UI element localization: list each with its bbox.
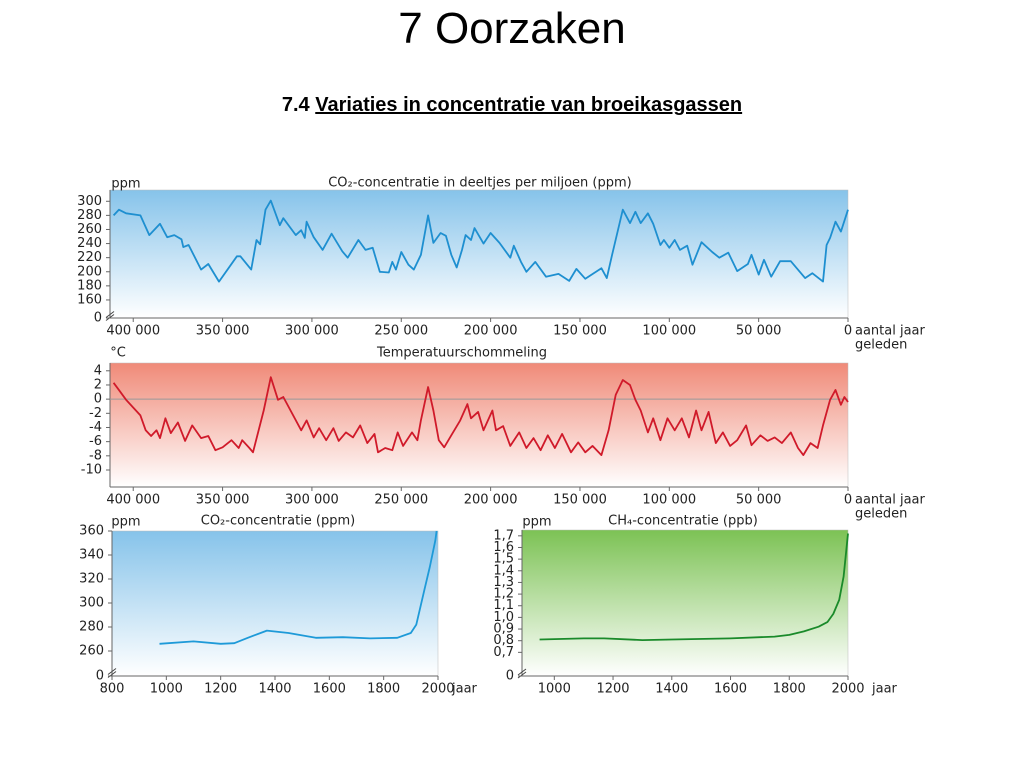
y-tick-label: 1,2 (493, 587, 514, 602)
x-tick-label: 200 000 (464, 324, 518, 339)
y-tick-label: 0,9 (493, 622, 514, 637)
subtitle: 7.4 Variaties in concentratie van broeik… (0, 94, 1024, 117)
x-tick-label: 1000 (150, 682, 183, 697)
y-tick-label: 1,4 (493, 563, 514, 578)
x-tick-label: 1400 (258, 682, 291, 697)
data-line (539, 533, 849, 641)
x-axis-label: jaar (871, 682, 898, 697)
x-axis-label: aantal jaar (855, 493, 926, 508)
slide-title: 7 Oorzaken (398, 4, 626, 53)
y-tick-label: 1,6 (493, 540, 514, 555)
plot-background (109, 362, 849, 488)
x-axis-label: aantal jaar (855, 324, 926, 339)
x-tick-label: 100 000 (642, 493, 696, 508)
y-unit-label: ppm (111, 177, 140, 192)
chart-title: CO₂-concentratie (ppm) (201, 514, 356, 529)
chart-title: CO₂-concentratie in deeltjes per miljoen… (328, 176, 632, 191)
x-tick-label: 0 (844, 324, 852, 339)
y-tick-label: 1,1 (493, 598, 514, 613)
y-tick-label: 160 (77, 292, 102, 307)
x-tick-label: 200 000 (464, 493, 518, 508)
y-tick-label: -2 (89, 406, 102, 421)
x-axis-label: geleden (855, 507, 907, 522)
y-tick-label: 0,7 (493, 645, 514, 660)
y-tick-label: 0 (96, 669, 104, 684)
x-tick-label: 1000 (538, 682, 571, 697)
x-tick-label: 1800 (773, 682, 806, 697)
y-tick-label: 300 (77, 194, 102, 209)
y-tick-label: 1,0 (493, 610, 514, 625)
x-tick-label: 300 000 (285, 324, 339, 339)
y-tick-label: 340 (79, 548, 104, 563)
x-tick-label: 150 000 (553, 493, 607, 508)
section-number: 7.4 (281, 94, 310, 116)
y-tick-label: 360 (79, 524, 104, 539)
x-tick-label: 1600 (714, 682, 747, 697)
y-tick-label: 180 (77, 278, 102, 293)
data-line (112, 376, 849, 456)
y-tick-label: 4 (94, 363, 102, 378)
y-tick-label: -10 (81, 462, 102, 477)
x-axis-label: geleden (855, 338, 907, 353)
y-tick-label: 220 (77, 250, 102, 265)
y-tick-label: 0 (506, 669, 514, 684)
x-tick-label: 800 (100, 682, 125, 697)
x-tick-label: 1200 (596, 682, 629, 697)
x-tick-label: 100 000 (642, 324, 696, 339)
y-tick-label: 240 (77, 236, 102, 251)
y-tick-label: 320 (79, 572, 104, 587)
y-tick-label: 0 (94, 311, 102, 326)
y-tick-label: -6 (89, 434, 102, 449)
data-line (112, 199, 849, 283)
x-tick-label: 400 000 (106, 324, 160, 339)
y-tick-label: 260 (77, 222, 102, 237)
y-tick-label: -4 (89, 420, 102, 435)
x-tick-label: 150 000 (553, 324, 607, 339)
x-tick-label: 2000 (831, 682, 864, 697)
x-tick-label: 350 000 (196, 324, 250, 339)
y-tick-label: 1,7 (493, 528, 514, 543)
y-tick-label: 300 (79, 596, 104, 611)
x-tick-label: 350 000 (196, 493, 250, 508)
subtitle-text: Variaties in concentratie van broeikasga… (315, 94, 743, 116)
x-tick-label: 1400 (655, 682, 688, 697)
x-tick-label: 250 000 (374, 493, 428, 508)
y-tick-label: 2 (94, 377, 102, 392)
y-tick-label: 260 (79, 644, 104, 659)
y-unit-label: ppm (522, 515, 551, 530)
x-tick-label: 0 (844, 493, 852, 508)
plot-background (111, 530, 439, 677)
y-tick-label: 280 (77, 208, 102, 223)
x-tick-label: 2000 (421, 682, 454, 697)
x-tick-label: 1600 (313, 682, 346, 697)
y-tick-label: 1,3 (493, 575, 514, 590)
plot-background (109, 189, 849, 319)
y-tick-label: 200 (77, 264, 102, 279)
plot-background (521, 529, 849, 677)
y-unit-label: ppm (111, 515, 140, 530)
x-axis-label: jaar (451, 682, 478, 697)
x-tick-label: 50 000 (736, 324, 782, 339)
x-tick-label: 300 000 (285, 493, 339, 508)
y-tick-label: 280 (79, 620, 104, 635)
x-tick-label: 50 000 (736, 493, 782, 508)
x-tick-label: 1800 (367, 682, 400, 697)
y-tick-label: 1,5 (493, 552, 514, 567)
y-tick-label: 0,8 (493, 633, 514, 648)
chart-title: Temperatuurschommeling (376, 346, 547, 361)
x-tick-label: 400 000 (106, 493, 160, 508)
axis-break (517, 668, 527, 679)
chart-title: CH₄-concentratie (ppb) (608, 514, 758, 529)
x-tick-label: 1200 (204, 682, 237, 697)
y-tick-label: -8 (89, 448, 102, 463)
y-unit-label: °C (110, 346, 126, 361)
x-tick-label: 250 000 (374, 324, 428, 339)
y-tick-label: 0 (94, 392, 102, 407)
data-line (159, 530, 438, 645)
